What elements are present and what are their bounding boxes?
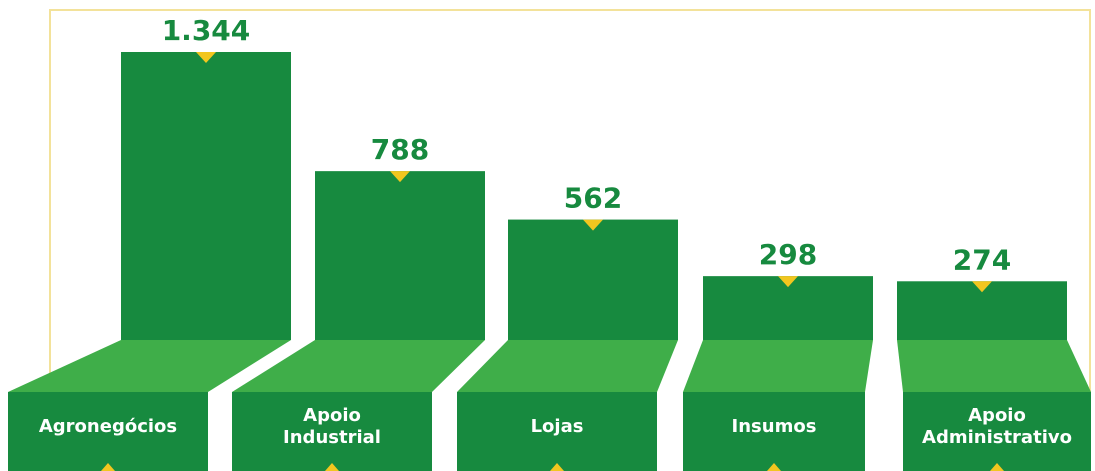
label-box bbox=[903, 392, 1091, 471]
category-label: Agronegócios bbox=[38, 415, 178, 437]
category-label: Insumos bbox=[731, 415, 817, 437]
bar-base bbox=[897, 340, 1091, 392]
bar-base bbox=[8, 340, 291, 392]
label-box bbox=[457, 392, 657, 471]
label-marker bbox=[325, 463, 339, 471]
label-marker bbox=[550, 463, 564, 471]
bar-base bbox=[683, 340, 873, 392]
value-label: 274 bbox=[953, 243, 1011, 276]
marker bbox=[196, 52, 216, 63]
frame bbox=[49, 9, 1091, 471]
bar bbox=[508, 219, 678, 340]
bar bbox=[121, 52, 291, 340]
label-marker bbox=[767, 463, 781, 471]
category-label: Apoio Industrial bbox=[283, 404, 381, 448]
value-label: 298 bbox=[759, 238, 817, 271]
label-marker bbox=[101, 463, 115, 471]
marker bbox=[972, 281, 992, 293]
marker bbox=[778, 276, 798, 288]
value-label: 788 bbox=[371, 133, 429, 166]
label-marker bbox=[990, 463, 1004, 471]
value-label: 562 bbox=[564, 182, 622, 215]
bar-base bbox=[232, 340, 485, 392]
label-box bbox=[683, 392, 865, 471]
label-box bbox=[8, 392, 208, 471]
marker bbox=[583, 219, 603, 231]
category-label: Lojas bbox=[530, 415, 584, 437]
bar-base bbox=[457, 340, 678, 392]
category-label: Apoio Administrativo bbox=[922, 404, 1072, 448]
label-box bbox=[232, 392, 432, 471]
bar bbox=[315, 171, 485, 340]
value-label: 1.344 bbox=[162, 14, 251, 47]
marker bbox=[390, 171, 410, 183]
